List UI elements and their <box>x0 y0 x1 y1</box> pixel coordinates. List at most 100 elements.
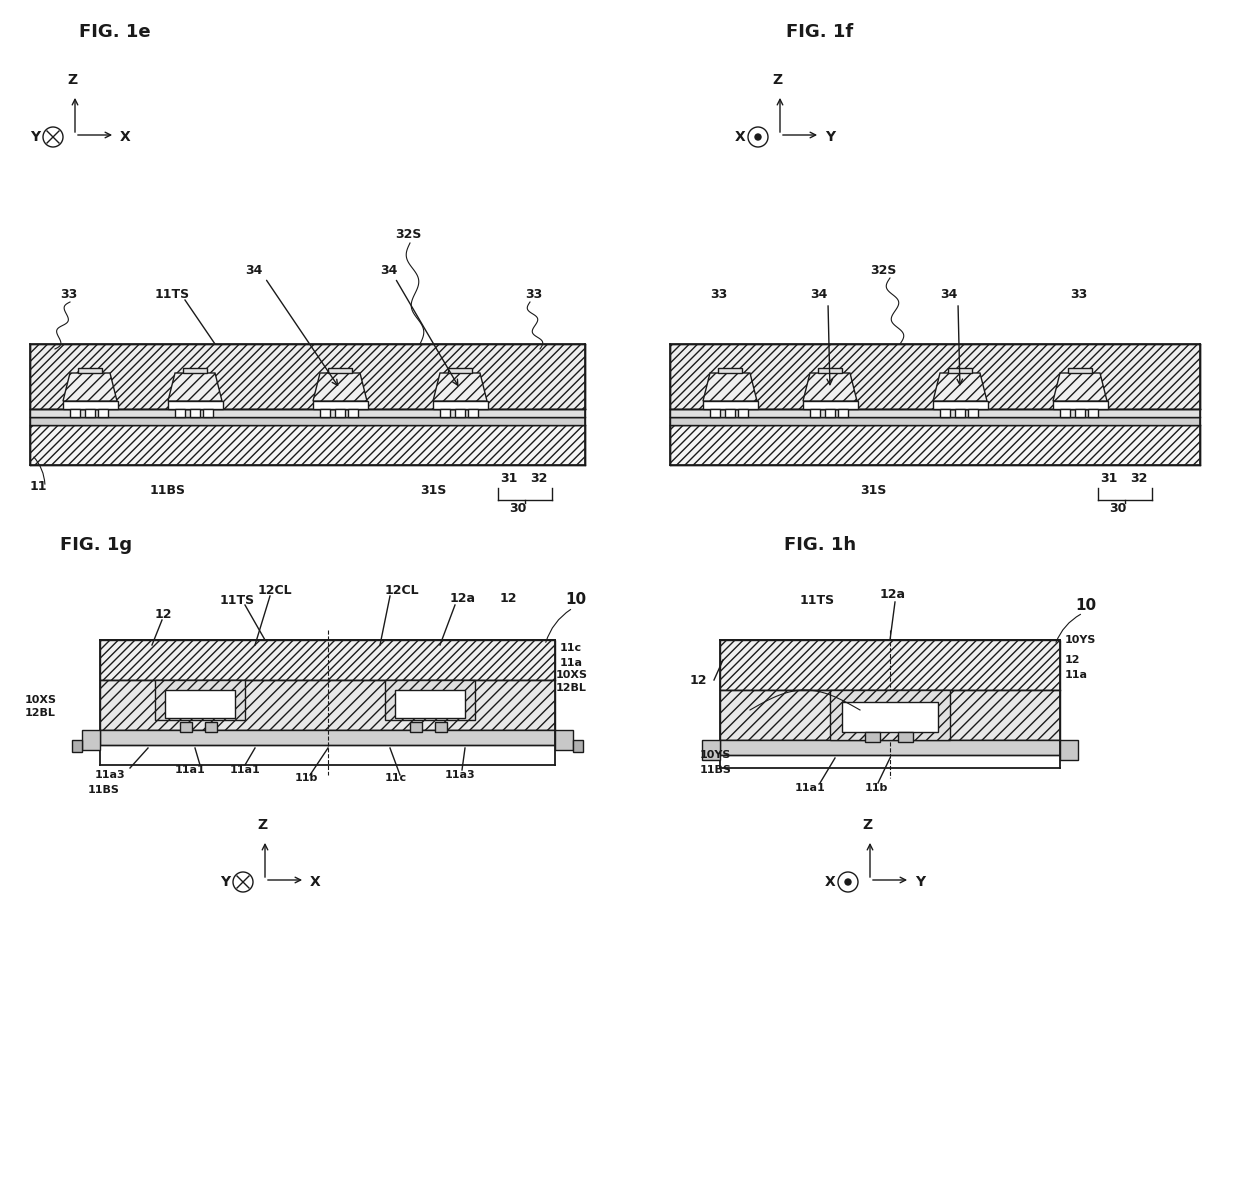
Bar <box>312 401 368 409</box>
Bar <box>86 409 95 417</box>
Bar <box>949 368 972 374</box>
Polygon shape <box>932 374 987 401</box>
Text: 30: 30 <box>1110 501 1127 514</box>
Bar <box>556 730 573 751</box>
Text: 31: 31 <box>500 472 517 485</box>
Bar <box>384 680 475 720</box>
Bar <box>30 426 585 465</box>
Text: 31S: 31S <box>420 483 446 496</box>
Text: 11a3: 11a3 <box>445 769 476 780</box>
Text: 12BL: 12BL <box>556 683 587 693</box>
Text: Z: Z <box>773 73 782 87</box>
Bar <box>1087 409 1097 417</box>
Bar <box>396 690 465 717</box>
Text: Y: Y <box>915 875 925 889</box>
Bar <box>155 680 246 720</box>
Text: 31: 31 <box>1100 472 1117 485</box>
Text: 12: 12 <box>500 591 517 604</box>
Text: X: X <box>825 875 836 889</box>
Text: 33: 33 <box>60 288 77 301</box>
Text: 12a: 12a <box>880 589 906 602</box>
Polygon shape <box>1053 374 1107 401</box>
Text: 34: 34 <box>246 264 263 277</box>
Bar <box>720 639 1060 690</box>
Text: 12CL: 12CL <box>384 584 419 597</box>
Circle shape <box>844 879 851 885</box>
Bar <box>72 740 82 752</box>
Bar <box>720 740 1060 755</box>
Bar <box>818 368 842 374</box>
Bar <box>184 368 207 374</box>
Bar <box>1053 401 1109 409</box>
Bar <box>410 722 422 732</box>
Bar <box>433 401 489 409</box>
Bar <box>718 368 742 374</box>
Text: FIG. 1f: FIG. 1f <box>786 22 853 41</box>
Text: 11a: 11a <box>560 658 583 668</box>
Text: 12: 12 <box>155 609 172 622</box>
Polygon shape <box>167 374 222 401</box>
Bar <box>573 740 583 752</box>
Text: FIG. 1e: FIG. 1e <box>79 22 151 41</box>
Text: 32S: 32S <box>396 228 422 241</box>
Bar <box>100 680 556 730</box>
Text: 10: 10 <box>1075 597 1096 612</box>
Bar <box>100 639 556 680</box>
Text: 32S: 32S <box>870 264 897 277</box>
Text: 10XS: 10XS <box>556 670 588 680</box>
Text: 12CL: 12CL <box>258 584 293 597</box>
Bar <box>1068 368 1092 374</box>
Bar <box>63 401 118 409</box>
Bar <box>348 409 358 417</box>
Bar <box>866 732 880 742</box>
Bar <box>738 409 748 417</box>
Text: 11BS: 11BS <box>150 483 186 496</box>
Text: 11b: 11b <box>295 773 319 782</box>
Text: 11c: 11c <box>560 643 582 652</box>
Bar <box>898 732 913 742</box>
Bar <box>670 409 1200 417</box>
Bar <box>932 401 988 409</box>
Polygon shape <box>63 374 117 401</box>
Bar <box>702 740 720 760</box>
Bar <box>670 344 1200 409</box>
Bar <box>190 409 200 417</box>
Text: 33: 33 <box>525 288 542 301</box>
Bar <box>69 409 81 417</box>
Polygon shape <box>804 374 857 401</box>
Text: 11b: 11b <box>866 782 888 793</box>
Text: 11TS: 11TS <box>800 593 835 606</box>
Text: X: X <box>310 875 321 889</box>
Text: 11a1: 11a1 <box>175 765 206 775</box>
Text: X: X <box>734 130 745 144</box>
Text: FIG. 1g: FIG. 1g <box>60 535 133 554</box>
Bar <box>955 409 965 417</box>
Bar <box>329 368 352 374</box>
Bar <box>175 409 185 417</box>
Bar <box>165 690 236 717</box>
Text: Y: Y <box>219 875 231 889</box>
Text: 34: 34 <box>810 288 827 301</box>
Text: Z: Z <box>67 73 77 87</box>
Polygon shape <box>703 374 756 401</box>
Bar <box>203 409 213 417</box>
Text: 34: 34 <box>940 288 957 301</box>
Bar <box>335 409 345 417</box>
Bar <box>825 409 835 417</box>
Bar <box>1060 740 1078 760</box>
Text: 12: 12 <box>1065 655 1080 665</box>
Bar <box>711 409 720 417</box>
Circle shape <box>755 134 761 139</box>
Text: 34: 34 <box>379 264 397 277</box>
Bar <box>180 722 192 732</box>
Bar <box>670 426 1200 465</box>
Bar <box>703 401 758 409</box>
Polygon shape <box>312 374 367 401</box>
Text: 11BS: 11BS <box>88 785 120 795</box>
Text: 33: 33 <box>1070 288 1087 301</box>
Text: 12: 12 <box>689 674 708 687</box>
Text: 10: 10 <box>565 592 587 608</box>
Text: 11TS: 11TS <box>155 288 190 301</box>
Text: 12a: 12a <box>450 591 476 604</box>
Bar <box>720 690 1060 740</box>
